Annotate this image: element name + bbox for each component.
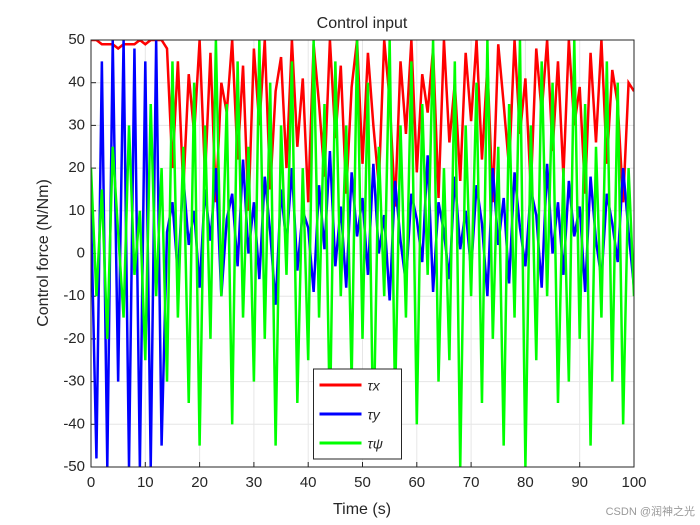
y-tick-label: -40 (63, 415, 85, 432)
y-tick-label: -10 (63, 287, 85, 304)
legend-label: τx (368, 378, 381, 394)
x-tick-label: 60 (408, 474, 425, 491)
y-tick-label: -20 (63, 330, 85, 347)
y-tick-label: 40 (68, 74, 85, 91)
x-axis-label: Time (s) (333, 501, 391, 518)
y-tick-label: 30 (68, 116, 85, 133)
x-tick-label: 100 (621, 474, 646, 491)
y-tick-label: 20 (68, 159, 85, 176)
legend-label: τy (368, 407, 381, 423)
x-tick-label: 10 (137, 474, 154, 491)
y-tick-label: 0 (77, 244, 85, 261)
x-tick-label: 70 (463, 474, 480, 491)
x-tick-label: 90 (571, 474, 588, 491)
legend: τx τy τψ (313, 368, 402, 460)
x-tick-label: 20 (191, 474, 208, 491)
y-tick-label: 10 (68, 202, 85, 219)
y-tick-label: 50 (68, 31, 85, 48)
y-tick-label: -50 (63, 458, 85, 475)
chart-title: Control input (317, 15, 408, 32)
watermark: CSDN @润神之光 (606, 504, 695, 518)
x-tick-label: 0 (87, 474, 95, 491)
x-tick-label: 80 (517, 474, 534, 491)
series-line (91, 40, 634, 467)
y-axis-label: Control force (N/Nm) (35, 179, 52, 327)
x-tick-label: 40 (300, 474, 317, 491)
y-tick-label: -30 (63, 373, 85, 390)
x-tick-label: 30 (246, 474, 263, 491)
x-tick-label: 50 (354, 474, 371, 491)
legend-label: τψ (368, 436, 383, 452)
axes-box (90, 39, 635, 468)
